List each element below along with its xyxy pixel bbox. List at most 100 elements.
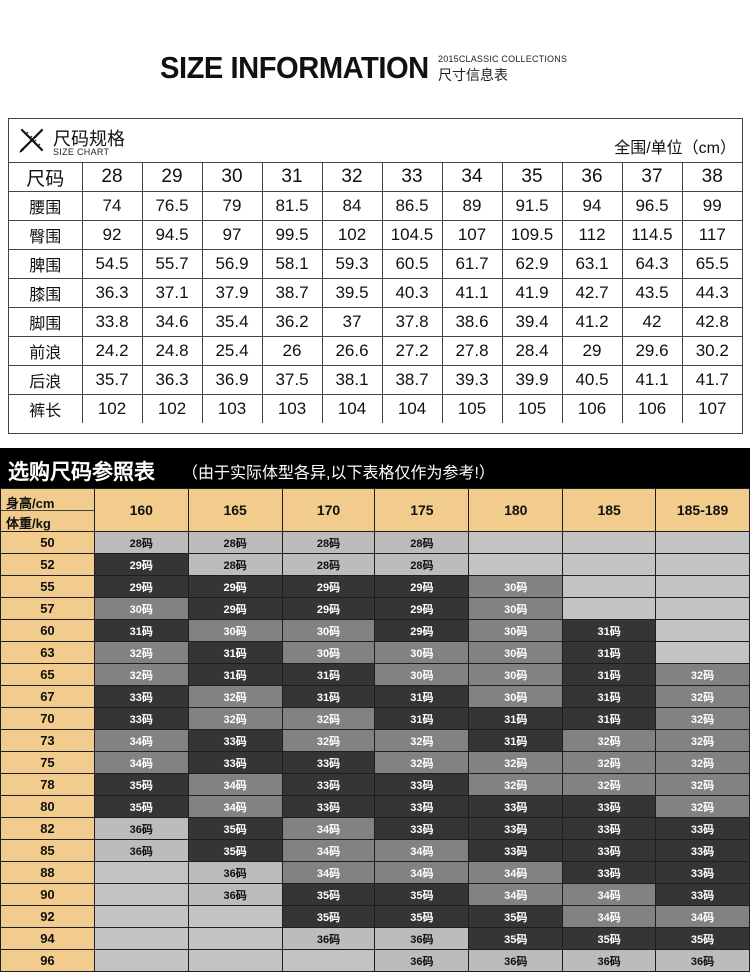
height-header-cell: 180 bbox=[468, 488, 564, 532]
recommended-size-cell: 31码 bbox=[562, 685, 657, 708]
measurement-row: 膝围 36.3 37.1 37.9 38.7 39.5 40.3 41.1 41.9 42.7 43… bbox=[9, 278, 742, 308]
measurement-value: 89 bbox=[441, 191, 503, 221]
recommended-size-cell: 29码 bbox=[93, 553, 189, 576]
measurement-value: 42 bbox=[621, 307, 683, 337]
measurement-value: 26.6 bbox=[321, 336, 383, 366]
recommended-size-cell: 32码 bbox=[655, 707, 750, 730]
empty-cell bbox=[281, 949, 376, 972]
recommended-size-cell: 32码 bbox=[281, 729, 376, 752]
recommended-size-cell: 36码 bbox=[562, 949, 657, 972]
recommended-size-cell: 35码 bbox=[187, 839, 283, 862]
measurement-value: 76.5 bbox=[141, 191, 203, 221]
measurement-value: 114.5 bbox=[621, 220, 683, 250]
measurement-value: 94.5 bbox=[141, 220, 203, 250]
recommended-size-cell: 36码 bbox=[93, 839, 189, 862]
recommended-size-cell: 33码 bbox=[187, 729, 283, 752]
measurement-value: 55.7 bbox=[141, 249, 203, 279]
measurement-value: 86.5 bbox=[381, 191, 443, 221]
measurement-row: 脚围 33.8 34.6 35.4 36.2 37 37.8 38.6 39.4 41.2 42 42… bbox=[9, 307, 742, 337]
measurement-value: 41.2 bbox=[561, 307, 623, 337]
height-header-cell: 185-189 bbox=[655, 488, 750, 532]
empty-cell bbox=[93, 927, 189, 950]
recommended-size-cell: 31码 bbox=[562, 663, 657, 686]
measurement-value: 99 bbox=[681, 191, 742, 221]
recommended-size-cell: 35码 bbox=[468, 927, 564, 950]
measurement-value: 36.9 bbox=[201, 365, 263, 395]
measurement-value: 30.2 bbox=[681, 336, 742, 366]
recommended-size-cell: 33码 bbox=[468, 839, 564, 862]
recommended-size-cell: 34码 bbox=[655, 905, 750, 928]
measurement-value: 37 bbox=[321, 307, 383, 337]
weight-label: 78 bbox=[0, 773, 95, 796]
empty-cell bbox=[187, 905, 283, 928]
measurement-value: 39.9 bbox=[501, 365, 563, 395]
unit-label: 全围/单位（cm） bbox=[614, 140, 736, 157]
measurement-label: 腰围 bbox=[9, 191, 83, 221]
measurement-value: 37.9 bbox=[201, 278, 263, 308]
recommended-size-cell: 31码 bbox=[562, 619, 657, 642]
measurement-value: 41.9 bbox=[501, 278, 563, 308]
recommended-size-cell: 30码 bbox=[374, 663, 470, 686]
measurement-value: 36.3 bbox=[81, 278, 143, 308]
measurement-value: 25.4 bbox=[201, 336, 263, 366]
measurement-value: 24.2 bbox=[81, 336, 143, 366]
ruler-pencil-icon bbox=[19, 128, 44, 153]
measurement-value: 81.5 bbox=[261, 191, 323, 221]
measurement-value: 112 bbox=[561, 220, 623, 250]
measurement-value: 29 bbox=[561, 336, 623, 366]
recommended-size-cell: 34码 bbox=[468, 861, 564, 884]
recommended-size-cell: 33码 bbox=[281, 751, 376, 774]
measurement-value: 104 bbox=[321, 394, 383, 423]
measurement-value: 29.6 bbox=[621, 336, 683, 366]
recommended-size-cell: 35码 bbox=[374, 883, 470, 906]
recommended-size-cell: 33码 bbox=[187, 751, 283, 774]
measurement-value: 42.8 bbox=[681, 307, 742, 337]
measurement-value: 26 bbox=[261, 336, 323, 366]
measurement-value: 38.6 bbox=[441, 307, 503, 337]
recommended-size-cell: 28码 bbox=[281, 531, 376, 554]
measurement-label: 膝围 bbox=[9, 278, 83, 308]
recommended-size-cell: 33码 bbox=[655, 817, 750, 840]
measurement-value: 74 bbox=[81, 191, 143, 221]
recommended-size-cell: 29码 bbox=[374, 575, 470, 598]
recommended-size-cell: 32码 bbox=[374, 751, 470, 774]
height-header-cell: 170 bbox=[281, 488, 376, 532]
recommended-size-cell: 28码 bbox=[93, 531, 189, 554]
reference-banner: 选购尺码参照表 （由于实际体型各异,以下表格仅作为参考!） bbox=[0, 448, 750, 488]
size-header-cell: 29 bbox=[141, 163, 203, 192]
recommended-size-cell: 31码 bbox=[187, 641, 283, 664]
weight-row: 73 34码 33码 32码 32码 31码 32码 32码 bbox=[0, 729, 750, 752]
recommended-size-cell: 30码 bbox=[468, 685, 564, 708]
recommended-size-cell: 30码 bbox=[281, 641, 376, 664]
recommended-size-cell: 31码 bbox=[93, 619, 189, 642]
recommended-size-cell: 36码 bbox=[187, 883, 283, 906]
weight-label: 80 bbox=[0, 795, 95, 818]
size-chart-title: 尺码规格 bbox=[53, 129, 125, 149]
measurement-value: 54.5 bbox=[81, 249, 143, 279]
recommended-size-cell: 33码 bbox=[93, 707, 189, 730]
measurement-value: 105 bbox=[501, 394, 563, 423]
size-info-subtitle: 尺寸信息表 bbox=[438, 67, 508, 83]
size-header-cell: 32 bbox=[321, 163, 383, 192]
recommended-size-cell: 36码 bbox=[374, 927, 470, 950]
recommended-size-cell: 31码 bbox=[562, 641, 657, 664]
recommended-size-cell: 32码 bbox=[187, 685, 283, 708]
recommended-size-cell: 29码 bbox=[93, 575, 189, 598]
empty-cell bbox=[468, 531, 564, 554]
recommended-size-cell: 31码 bbox=[468, 729, 564, 752]
measurement-value: 84 bbox=[321, 191, 383, 221]
weight-row: 88 36码 34码 34码 34码 33码 33码 bbox=[0, 861, 750, 884]
measurement-value: 107 bbox=[441, 220, 503, 250]
empty-cell bbox=[93, 883, 189, 906]
weight-row: 80 35码 34码 33码 33码 33码 33码 32码 bbox=[0, 795, 750, 818]
weight-row: 96 36码 36码 36码 36码 bbox=[0, 949, 750, 972]
empty-cell bbox=[655, 641, 750, 664]
measurement-value: 102 bbox=[81, 394, 143, 423]
weight-row: 67 33码 32码 31码 31码 30码 31码 32码 bbox=[0, 685, 750, 708]
measurement-value: 38.1 bbox=[321, 365, 383, 395]
measurement-label: 脚围 bbox=[9, 307, 83, 337]
measurement-value: 41.1 bbox=[441, 278, 503, 308]
recommended-size-cell: 36码 bbox=[281, 927, 376, 950]
empty-cell bbox=[562, 575, 657, 598]
measurement-label: 脾围 bbox=[9, 249, 83, 279]
